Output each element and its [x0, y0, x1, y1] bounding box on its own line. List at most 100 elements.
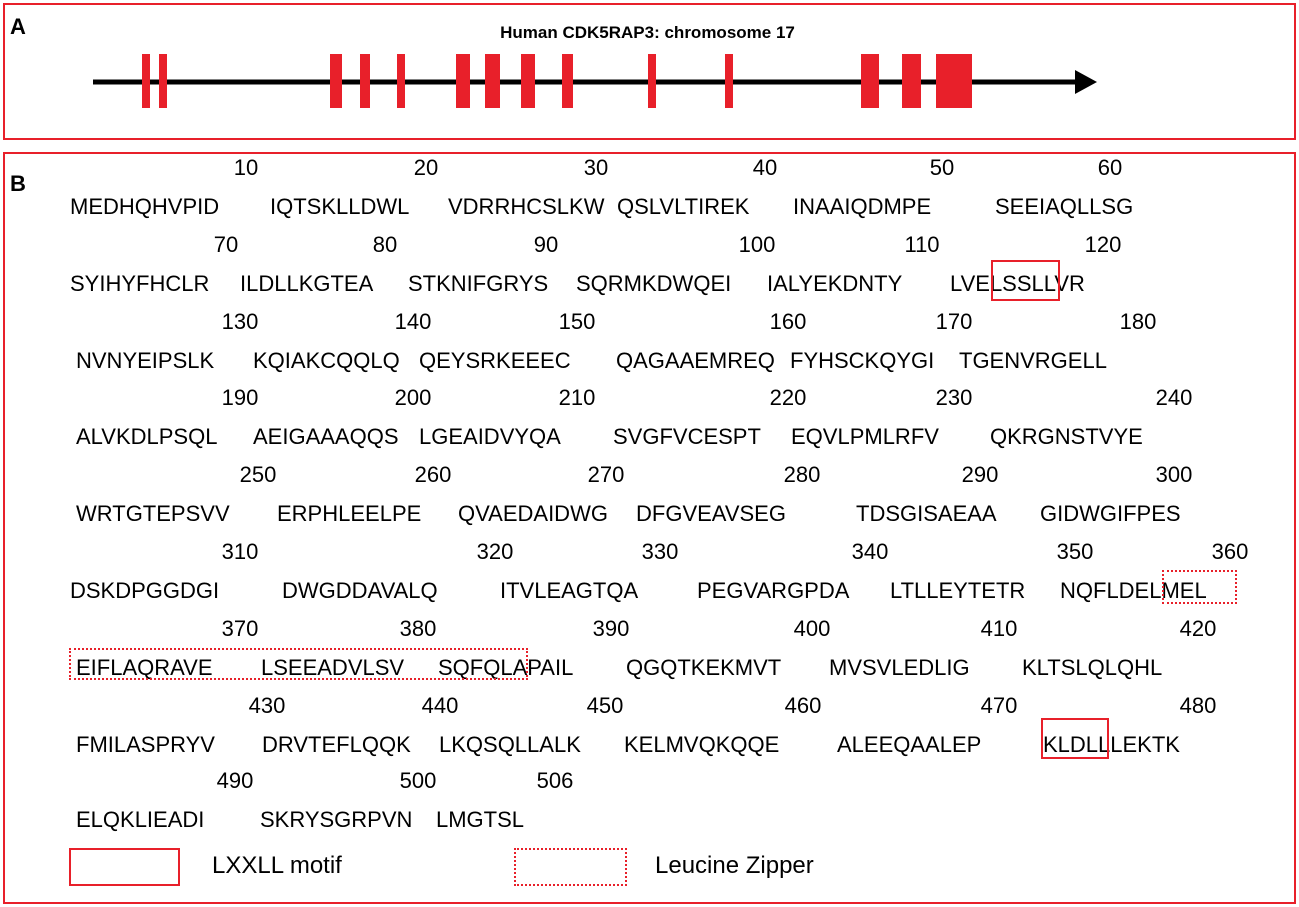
- sequence-segment: TDSGISAEAA: [856, 501, 997, 526]
- residue-number: 410: [980, 616, 1018, 641]
- sequence-segment: KELMVQKQQE: [624, 732, 780, 757]
- sequence-segment: KQIAKCQQLQ: [253, 348, 400, 373]
- residue-number: 90: [533, 232, 559, 257]
- exon-13: [902, 54, 921, 108]
- sequence-segment: LGEAIDVYQA: [419, 424, 561, 449]
- residue-number: 240: [1155, 385, 1193, 410]
- exon-9: [562, 54, 573, 108]
- leucine-zipper-box-2: [69, 648, 528, 680]
- residue-number: 290: [961, 462, 999, 487]
- sequence-segment: VDRRHCSLKW: [448, 194, 605, 219]
- residue-number: 120: [1084, 232, 1122, 257]
- sequence-segment: FMILASPRYV: [76, 732, 215, 757]
- residue-number: 370: [221, 616, 259, 641]
- sequence-segment: ALVKDLPSQL: [76, 424, 218, 449]
- exon-5: [397, 54, 405, 108]
- residue-number: 210: [558, 385, 596, 410]
- exon-11: [725, 54, 733, 108]
- gene-title: Human CDK5RAP3: chromosome 17: [500, 23, 795, 42]
- residue-number: 400: [793, 616, 831, 641]
- legend-zipper-swatch: [514, 848, 627, 886]
- residue-number: 330: [641, 539, 679, 564]
- sequence-segment: QKRGNSTVYE: [990, 424, 1143, 449]
- sequence-segment: LMGTSL: [436, 807, 525, 832]
- sequence-segment: ITVLEAGTQA: [500, 578, 639, 603]
- exon-3: [330, 54, 342, 108]
- residue-number: 200: [394, 385, 432, 410]
- residue-number: 10: [233, 155, 259, 180]
- sequence-segment: SYIHYFHCLR: [70, 271, 210, 296]
- residue-number: 430: [248, 693, 286, 718]
- sequence-segment: DRVTEFLQQK: [262, 732, 411, 757]
- sequence-segment: IALYEKDNTY: [767, 271, 903, 296]
- residue-number: 100: [738, 232, 776, 257]
- residue-number: 250: [239, 462, 277, 487]
- residue-number: 230: [935, 385, 973, 410]
- sequence-segment: KLDLLLEKTK: [1043, 732, 1180, 757]
- lxxll-motif-box-1: [991, 260, 1060, 301]
- residue-number: 340: [851, 539, 889, 564]
- sequence-segment: SQFQLAPAIL: [438, 655, 574, 680]
- residue-number: 300: [1155, 462, 1193, 487]
- residue-number: 60: [1097, 155, 1123, 180]
- residue-number: 50: [929, 155, 955, 180]
- sequence-segment: LKQSQLLALK: [439, 732, 581, 757]
- sequence-segment: INAAIQDMPE: [793, 194, 932, 219]
- panel-a: Human CDK5RAP3: chromosome 17: [3, 3, 1296, 140]
- residue-number: 506: [536, 768, 574, 793]
- residue-number: 130: [221, 309, 259, 334]
- sequence-segment: ILDLLKGTEA: [240, 271, 374, 296]
- residue-number: 450: [586, 693, 624, 718]
- residue-number: 80: [372, 232, 398, 257]
- panel-b: [3, 152, 1296, 904]
- sequence-segment: LSEEADVLSV: [261, 655, 405, 680]
- sequence-segment: GIDWGIFPES: [1040, 501, 1181, 526]
- sequence-segment: SKRYSGRPVN: [260, 807, 413, 832]
- sequence-segment: EIFLAQRAVE: [76, 655, 213, 680]
- exon-2: [159, 54, 167, 108]
- residue-number: 280: [783, 462, 821, 487]
- residue-number: 40: [752, 155, 778, 180]
- residue-number: 440: [421, 693, 459, 718]
- sequence-segment: FYHSCKQYGI: [790, 348, 935, 373]
- sequence-segment: IQTSKLLDWL: [270, 194, 410, 219]
- legend-lxxll-label: LXXLL motif: [212, 852, 342, 879]
- axis-arrowhead: [1075, 70, 1097, 94]
- sequence-segment: AEIGAAAQQS: [253, 424, 399, 449]
- exon-6: [456, 54, 470, 108]
- residue-number: 320: [476, 539, 514, 564]
- residue-number: 490: [216, 768, 254, 793]
- panel-b-label: B: [10, 171, 26, 196]
- sequence-segment: QVAEDAIDWG: [458, 501, 608, 526]
- sequence-segment: QGQTKEKMVT: [626, 655, 782, 680]
- residue-number: 20: [413, 155, 439, 180]
- exon-1: [142, 54, 150, 108]
- leucine-zipper-box-1: [1162, 570, 1237, 604]
- residue-number: 30: [583, 155, 609, 180]
- sequence-segment: WRTGTEPSVV: [76, 501, 230, 526]
- residue-number: 110: [904, 232, 940, 257]
- sequence-segment: KLTSLQLQHL: [1022, 655, 1163, 680]
- exon-10: [648, 54, 656, 108]
- residue-number: 170: [935, 309, 973, 334]
- residue-number: 390: [592, 616, 630, 641]
- sequence-segment: EQVLPMLRFV: [791, 424, 939, 449]
- residue-number: 140: [394, 309, 432, 334]
- residue-number: 270: [587, 462, 625, 487]
- sequence-segment: MEDHQHVPID: [70, 194, 220, 219]
- sequence-segment: QAGAAEMREQ: [616, 348, 775, 373]
- exon-7: [485, 54, 500, 108]
- residue-number: 310: [221, 539, 259, 564]
- sequence-segment: STKNIFGRYS: [408, 271, 549, 296]
- legend-lxxll-swatch: [69, 848, 180, 886]
- residue-number: 470: [980, 693, 1018, 718]
- sequence-segment: DSKDPGGDGI: [70, 578, 220, 603]
- sequence-segment: SVGFVCESPT: [613, 424, 761, 449]
- sequence-segment: DWGDDAVALQ: [282, 578, 438, 603]
- sequence-segment: SEEIAQLLSG: [995, 194, 1134, 219]
- sequence-segment: QEYSRKEEEC: [419, 348, 571, 373]
- sequence-segment: ELQKLIEADI: [76, 807, 205, 832]
- sequence-segment: ERPHLEELPE: [277, 501, 422, 526]
- lxxll-motif-box-2: [1041, 718, 1109, 759]
- legend-zipper-label: Leucine Zipper: [655, 852, 814, 879]
